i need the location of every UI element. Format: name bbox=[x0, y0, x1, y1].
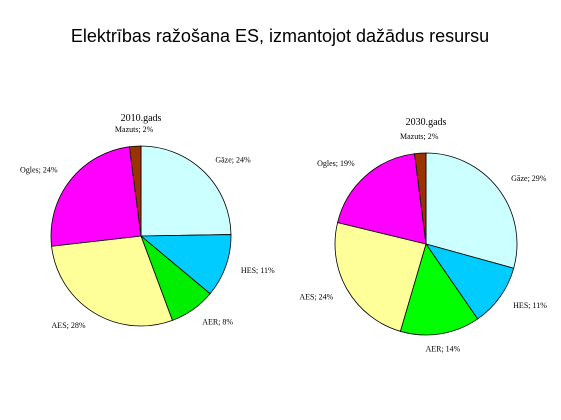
data-label: Mazuts; 2% bbox=[400, 132, 439, 141]
data-label: HES; 11% bbox=[241, 266, 275, 275]
pie-slice bbox=[50, 146, 142, 247]
data-label: AER; 14% bbox=[425, 344, 460, 353]
data-label: Ogles; 19% bbox=[317, 159, 355, 168]
pie-slice bbox=[140, 145, 232, 237]
data-label: AER; 8% bbox=[202, 317, 233, 326]
chart-title: Elektrības ražošana ES, izmantojot dažād… bbox=[71, 26, 489, 46]
data-label: AES; 24% bbox=[299, 292, 333, 301]
data-label: Ogles; 24% bbox=[20, 166, 58, 175]
data-label: HES; 11% bbox=[513, 301, 547, 310]
pie-slice bbox=[128, 145, 142, 237]
pie-slice bbox=[337, 153, 427, 245]
pie-slice bbox=[425, 152, 518, 269]
pie-slice bbox=[51, 235, 173, 327]
data-label: Gāze; 29% bbox=[511, 174, 547, 183]
pie-slice bbox=[334, 222, 427, 332]
pie-slice bbox=[139, 234, 232, 295]
pie-slice bbox=[414, 152, 427, 245]
data-label: AES; 28% bbox=[52, 321, 86, 330]
data-label: Mazuts; 2% bbox=[115, 125, 154, 134]
pie-title: 2010.gads bbox=[121, 113, 162, 124]
pie-title: 2030.gads bbox=[406, 117, 447, 128]
data-label: Gāze; 24% bbox=[215, 155, 251, 164]
